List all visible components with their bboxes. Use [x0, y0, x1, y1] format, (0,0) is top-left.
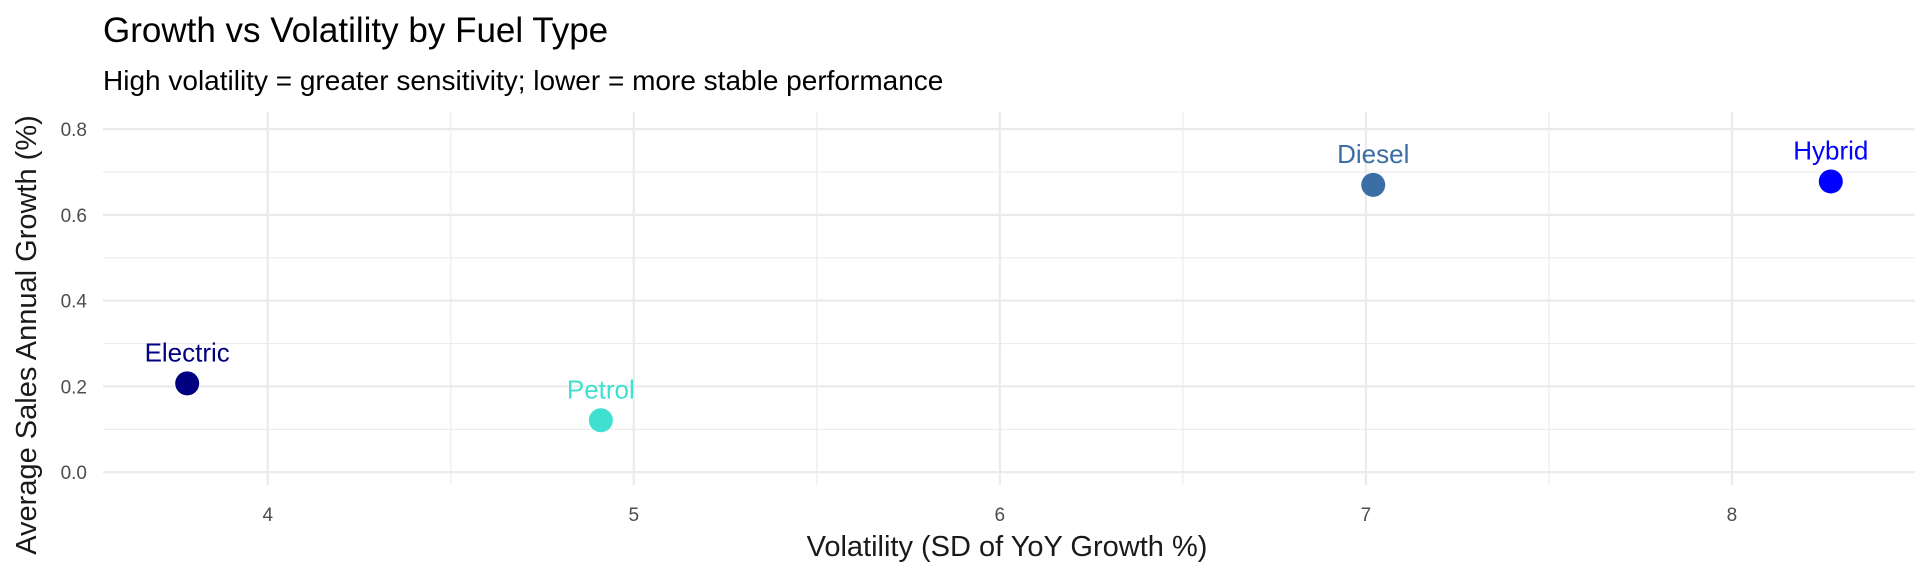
y-tick-label: 0.4 — [61, 292, 88, 313]
point-label-petrol: Petrol — [567, 374, 635, 404]
point-hybrid — [1818, 169, 1843, 194]
data-points: Electric Petrol Diesel Hybrid — [145, 135, 1868, 433]
y-tick-label: 0.2 — [61, 377, 87, 398]
point-petrol — [588, 408, 613, 433]
y-tick-label: 0.8 — [61, 120, 87, 141]
point-diesel — [1361, 172, 1386, 197]
y-tick-label: 0.6 — [61, 206, 87, 227]
x-axis-title: Volatility (SD of YoY Growth %) — [807, 531, 1208, 563]
grid — [103, 112, 1915, 485]
x-tick-label: 8 — [1727, 505, 1738, 526]
axis-ticks: 0.0 0.2 0.4 0.6 0.8 4 5 6 7 8 — [61, 120, 1738, 526]
y-tick-label: 0.0 — [61, 463, 87, 484]
x-tick-label: 6 — [995, 505, 1006, 526]
point-label-electric: Electric — [145, 337, 230, 367]
x-tick-label: 4 — [262, 505, 273, 526]
plot-title: Growth vs Volatility by Fuel Type — [103, 11, 608, 50]
x-tick-label: 7 — [1361, 505, 1372, 526]
y-axis-title: Average Sales Annual Growth (%) — [11, 115, 43, 555]
x-tick-label: 5 — [628, 505, 639, 526]
plot-subtitle: High volatility = greater sensitivity; l… — [103, 65, 943, 96]
point-label-diesel: Diesel — [1337, 139, 1409, 169]
point-electric — [175, 371, 200, 396]
point-label-hybrid: Hybrid — [1793, 135, 1868, 165]
